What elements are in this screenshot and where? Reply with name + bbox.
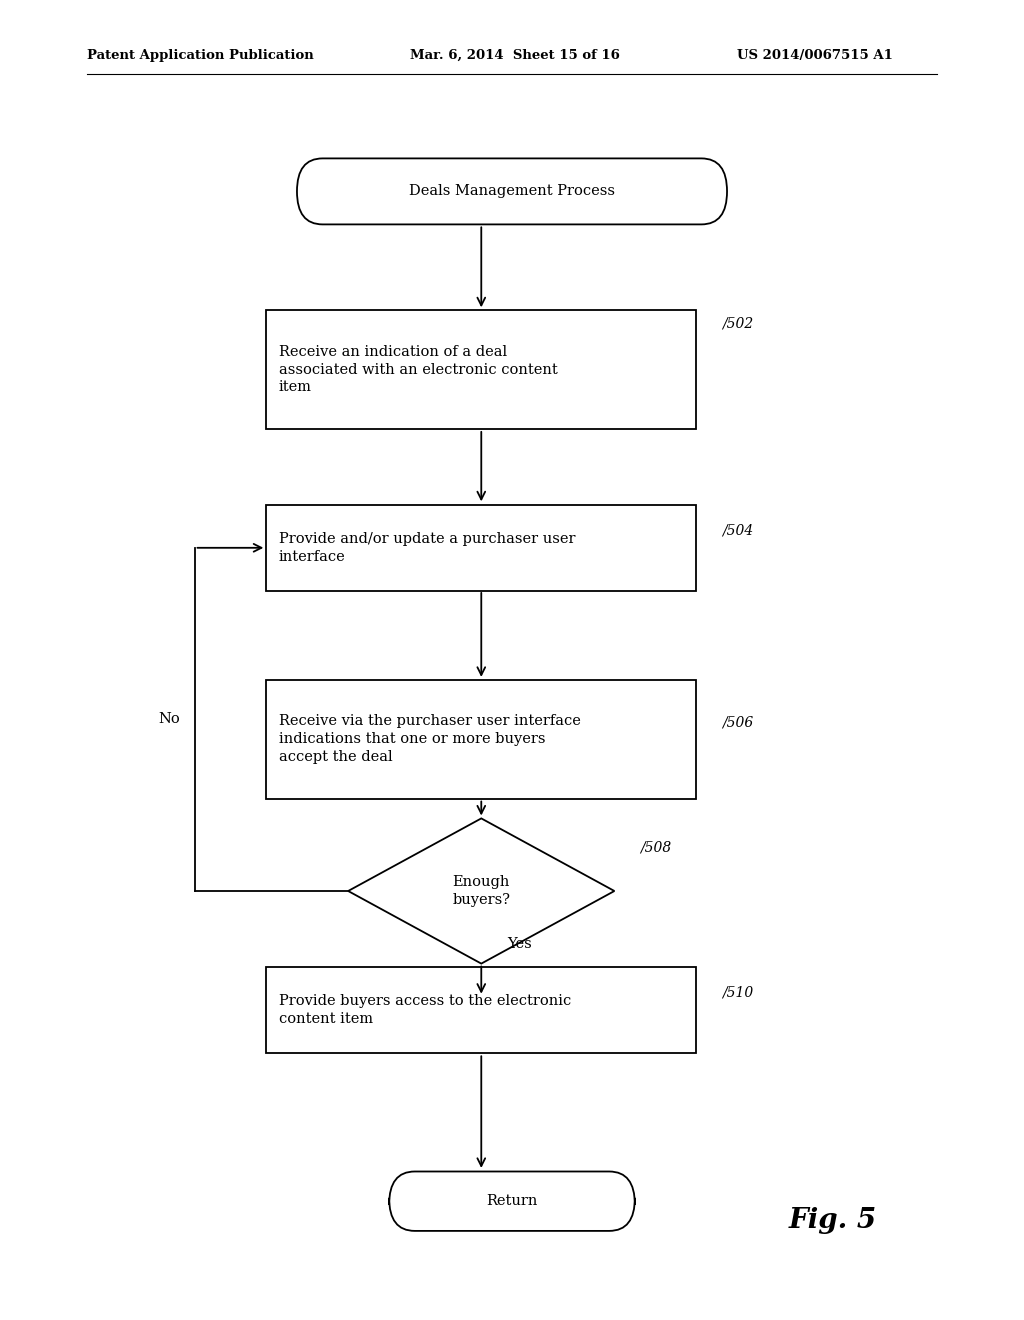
Text: No: No (158, 713, 180, 726)
Text: /510: /510 (722, 986, 754, 999)
Text: /504: /504 (722, 524, 754, 537)
Text: /506: /506 (722, 715, 754, 729)
Bar (266, 506, 696, 591)
Text: Fig. 5: Fig. 5 (788, 1208, 877, 1234)
Text: Enough
buyers?: Enough buyers? (453, 875, 510, 907)
Bar (266, 310, 696, 429)
Text: Receive an indication of a deal
associated with an electronic content
item: Receive an indication of a deal associat… (279, 345, 557, 395)
Text: Yes: Yes (507, 937, 531, 950)
FancyBboxPatch shape (389, 1172, 635, 1230)
Bar (266, 680, 696, 799)
Polygon shape (348, 818, 614, 964)
Text: Mar. 6, 2014  Sheet 15 of 16: Mar. 6, 2014 Sheet 15 of 16 (410, 49, 620, 62)
Bar (266, 968, 696, 1053)
Text: US 2014/0067515 A1: US 2014/0067515 A1 (737, 49, 893, 62)
Text: /502: /502 (722, 317, 754, 330)
FancyBboxPatch shape (297, 158, 727, 224)
Text: Patent Application Publication: Patent Application Publication (87, 49, 313, 62)
Text: Deals Management Process: Deals Management Process (409, 185, 615, 198)
Text: Provide and/or update a purchaser user
interface: Provide and/or update a purchaser user i… (279, 532, 575, 564)
Text: /508: /508 (640, 841, 672, 854)
Text: Return: Return (486, 1195, 538, 1208)
Text: Provide buyers access to the electronic
content item: Provide buyers access to the electronic … (279, 994, 570, 1026)
Text: Receive via the purchaser user interface
indications that one or more buyers
acc: Receive via the purchaser user interface… (279, 714, 581, 764)
